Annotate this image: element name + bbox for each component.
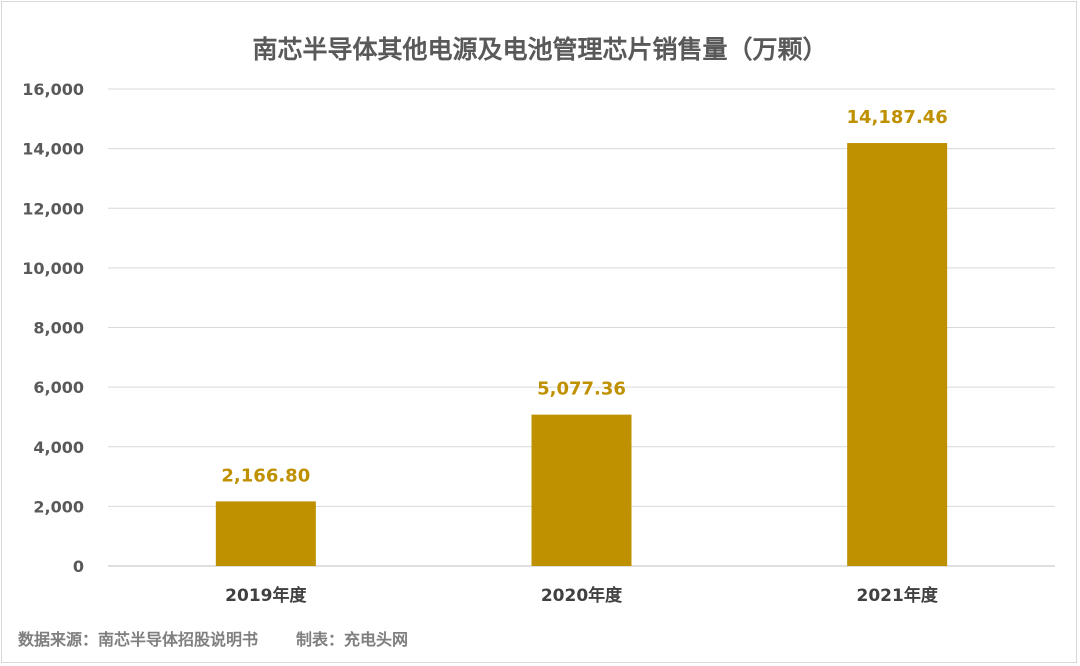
y-tick-label: 10,000 xyxy=(22,259,84,278)
x-tick-label: 2020年度 xyxy=(541,585,623,606)
y-tick-label: 4,000 xyxy=(33,438,84,457)
y-tick-label: 16,000 xyxy=(22,80,84,99)
y-tick-label: 0 xyxy=(73,557,84,576)
data-label: 14,187.46 xyxy=(846,107,947,128)
value-labels: 2,166.80 5,077.36 14,187.46 xyxy=(221,107,947,486)
bars xyxy=(215,143,948,566)
y-axis-ticks: 0 2,000 4,000 6,000 8,000 10,000 12,000 14,000 1… xyxy=(22,80,84,576)
x-axis-ticks: 2019年度 2020年度 2021年度 xyxy=(225,585,939,606)
bar xyxy=(531,414,632,566)
table-maker: 制表：充电头网 xyxy=(296,630,409,649)
data-label: 5,077.36 xyxy=(537,379,626,400)
data-label: 2,166.80 xyxy=(221,465,310,486)
bar xyxy=(847,143,948,566)
chart-title: 南芯半导体其他电源及电池管理芯片销售量（万颗） xyxy=(252,35,828,64)
source-note: 数据来源：南芯半导体招股说明书 制表：充电头网 xyxy=(18,626,408,650)
bar xyxy=(215,501,316,566)
y-tick-label: 14,000 xyxy=(22,140,84,159)
y-tick-label: 12,000 xyxy=(22,199,84,218)
y-tick-label: 2,000 xyxy=(33,497,84,516)
y-tick-label: 8,000 xyxy=(33,319,84,338)
y-tick-label: 6,000 xyxy=(33,378,84,397)
x-tick-label: 2019年度 xyxy=(225,585,307,606)
data-source: 数据来源：南芯半导体招股说明书 xyxy=(18,630,259,649)
x-tick-label: 2021年度 xyxy=(857,585,939,606)
